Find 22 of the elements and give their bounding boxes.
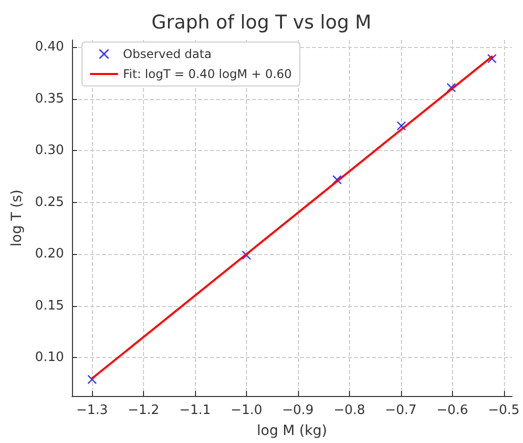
x-tick-label: −0.9 [282, 403, 314, 418]
x-tick-label: −0.6 [436, 403, 468, 418]
x-tick-label: −1.1 [179, 403, 211, 418]
y-tick-label: 0.25 [35, 194, 64, 210]
y-tick-label: 0.20 [35, 246, 64, 262]
y-axis-title: log T (s) [9, 189, 26, 247]
chart-title: Graph of log T vs log M [152, 12, 372, 34]
x-tick-label: −0.8 [334, 403, 366, 418]
y-tick-label: 0.30 [35, 143, 64, 158]
legend-label: Observed data [123, 47, 212, 61]
point [396, 121, 406, 130]
x-tick-label: −1.2 [128, 403, 160, 418]
y-tick-label: 0.15 [35, 298, 64, 314]
x-axis-title: log M (kg) [256, 423, 328, 439]
x-tick-label: −0.7 [385, 403, 417, 418]
x-tick-label: −1.0 [230, 403, 262, 418]
legend-label: Fit: logT = 0.40 logM + 0.60 [123, 67, 292, 81]
y-tick-label: 0.40 [35, 40, 64, 55]
y-tick-label: 0.10 [35, 350, 64, 366]
x-tick-label: −0.5 [488, 403, 520, 418]
y-tick-label: 0.35 [35, 91, 64, 106]
x-tick-label: −1.3 [76, 403, 108, 418]
